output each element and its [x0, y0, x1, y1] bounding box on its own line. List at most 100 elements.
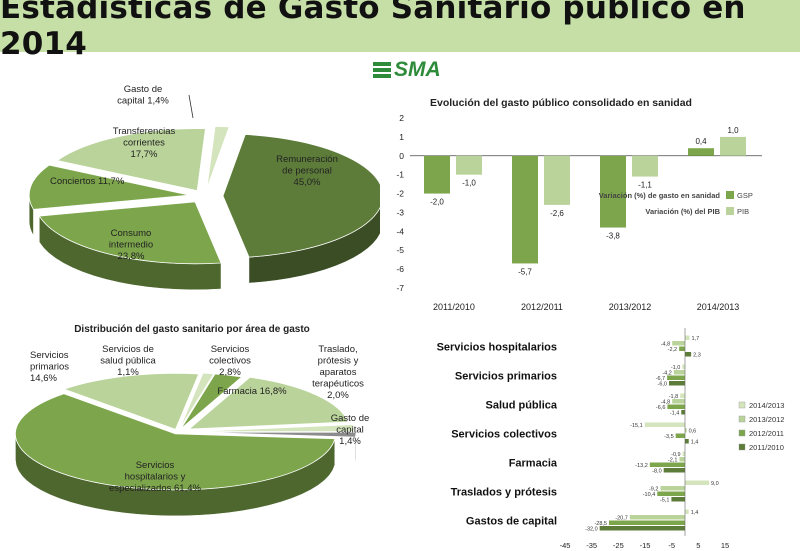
x-tick-label: -5 [668, 541, 675, 550]
page-title: Estadísticas de Gasto Sanitario público … [0, 0, 746, 62]
y-tick-label: -1 [396, 170, 404, 180]
pie-leader-line [188, 94, 194, 119]
hbar-2013-2012 [673, 370, 685, 375]
category-label: Gastos de capital [466, 516, 557, 528]
bar-value-label: 1,0 [727, 126, 739, 135]
pie-slice-label: Servicios colectivos 2,8% [209, 344, 251, 378]
hbar-value-label: -6,6 [656, 405, 665, 411]
hbar-value-label: -20,7 [615, 516, 628, 522]
category-label: Servicios primarios [455, 371, 557, 383]
hbar-2011-2010 [681, 410, 685, 415]
bar-value-label: -1,1 [638, 181, 652, 190]
pie-slice [193, 424, 355, 433]
hbar-value-label: -1,8 [669, 394, 678, 400]
bar-value-label: -5,7 [518, 267, 532, 276]
pie-slice-label: Consumo intermedio 23,8% [109, 228, 153, 262]
x-tick-label: 15 [721, 541, 729, 550]
hbar-value-label: 2,3 [693, 353, 701, 359]
hbar-value-label: -0,9 [671, 452, 680, 458]
legend-swatch [726, 207, 734, 215]
legend-label: 2014/2013 [749, 401, 784, 410]
logo: SMA [372, 58, 441, 82]
bar-gsp [688, 148, 714, 156]
hbar-value-label: -32,0 [585, 527, 598, 533]
y-tick-label: -2 [396, 189, 404, 199]
x-tick-label: 2012/2011 [521, 302, 563, 312]
y-tick-label: -3 [396, 207, 404, 217]
hbar-value-label: -13,2 [635, 463, 648, 469]
pie-gasto-economico: Remuneración de personal 45,0% Consumo inter… [28, 84, 380, 291]
hbar-value-label: -6,0 [658, 382, 667, 388]
hbar-value-label: -8,0 [652, 469, 661, 475]
hbar-2011-2010 [599, 526, 685, 531]
pie-slice-label: Traslado, prótesis y aparatos terapéuticos 2… [312, 344, 364, 401]
hbar-2012-2011 [667, 404, 685, 409]
hbar-2011-2010 [685, 439, 689, 444]
hbar-value-label: -6,7 [656, 376, 665, 382]
pie-slice-label: Transferencias corrientes 17,7% [113, 126, 176, 160]
hbar-value-label: -4,8 [661, 342, 670, 348]
bar-evolucion-gasto: Evolución del gasto público consolidado … [396, 97, 762, 312]
hbar-value-label: -1,0 [671, 365, 680, 371]
hbar-2012-2011 [657, 491, 685, 496]
hbar-value-label: -5,1 [660, 498, 669, 504]
hbar-2012-2011 [679, 346, 685, 351]
hbar-2014-2013 [682, 364, 685, 369]
y-tick-label: 1 [399, 132, 404, 142]
bar-pib [632, 155, 658, 177]
bar-pib [456, 155, 482, 175]
x-tick-label: 5 [696, 541, 700, 550]
hbar-2013-2012 [629, 515, 685, 520]
legend-series-name: GSP [737, 191, 753, 200]
pie-slice [222, 134, 380, 258]
pie-area-gasto: Distribución del gasto sanitario por áre… [15, 324, 370, 517]
chart-title: Evolución del gasto público consolidado … [430, 97, 692, 109]
pie-slice [28, 164, 190, 210]
legend-label: 2013/2012 [749, 415, 784, 424]
pie-slice-label: Servicios hospitalarios y especializados 6… [109, 460, 201, 494]
chart-title: Distribución del gasto sanitario por áre… [74, 324, 310, 335]
hbar-value-label: -4,2 [662, 371, 671, 377]
hbar-2011-2010 [669, 381, 685, 386]
hbar-value-label: -10,4 [643, 492, 656, 498]
category-label: Servicios hospitalarios [437, 342, 557, 354]
pie-slice-label: Gasto de capital 1,4% [331, 413, 370, 447]
x-tick-label: 2013/2012 [609, 302, 652, 312]
pie-slice [62, 372, 200, 430]
x-tick-label: -35 [586, 541, 597, 550]
hbar-2011-2010 [671, 497, 685, 502]
legend-swatch [726, 191, 734, 199]
pie-slice-label: Gasto de capital 1,4% [117, 84, 169, 107]
y-tick-label: 0 [399, 151, 404, 161]
hbar-value-label: -3,5 [664, 434, 673, 440]
stacked-bars-logo-icon [373, 62, 391, 78]
category-label: Servicios colectivos [451, 429, 557, 441]
legend-swatch [738, 415, 746, 423]
pie-slice [206, 125, 230, 189]
hbar-2011-2010 [663, 468, 685, 473]
pie-slice-label: Farmacia 16,8% [217, 386, 287, 397]
category-label: Salud pública [485, 400, 557, 412]
bar-value-label: -2,0 [430, 198, 444, 207]
hbar-2012-2011 [609, 520, 685, 525]
hbar-2012-2011 [675, 433, 685, 438]
hbar-2014-2013 [682, 451, 685, 456]
legend-swatch [738, 401, 746, 409]
pie-slice-label: Servicios de salud pública 1,1% [100, 344, 156, 378]
pie-slice-label: Remuneración de personal 45,0% [276, 154, 338, 188]
hbar-2014-2013 [644, 422, 685, 427]
pie-slice-label: Servicios primarios 14,6% [30, 350, 69, 384]
hbar-2013-2012 [672, 341, 685, 346]
y-tick-label: -6 [396, 264, 404, 274]
logo-text: SMA [394, 58, 441, 81]
pie-slice [180, 373, 243, 429]
bar-value-label: 0,4 [695, 137, 707, 146]
pie-slice [15, 393, 336, 491]
hbar-2013-2012 [685, 428, 687, 433]
legend-label: Variación (%) de gasto en sanidad [599, 191, 721, 200]
hbar-2014-2013 [685, 335, 690, 340]
hbar-value-label: -9,2 [649, 487, 658, 493]
legend-label: 2012/2011 [749, 429, 784, 438]
legend-label: Variación (%) del PIB [645, 207, 720, 216]
bar-gsp [600, 155, 626, 228]
